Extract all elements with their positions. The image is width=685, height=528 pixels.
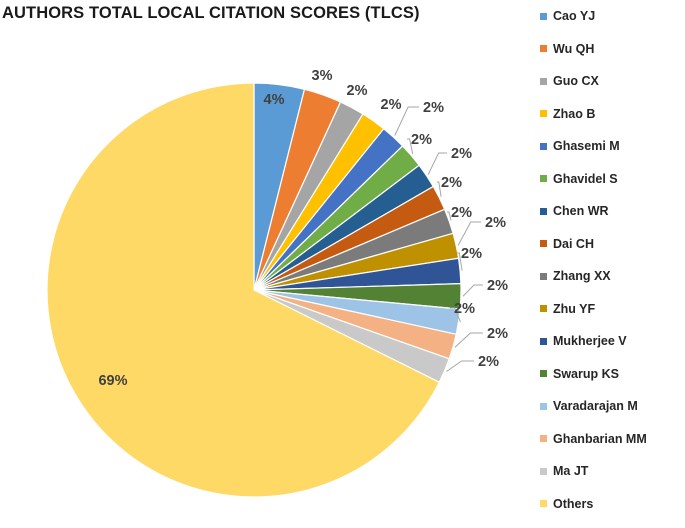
legend-swatch — [540, 370, 547, 377]
legend-label: Varadarajan M — [553, 399, 638, 413]
legend-label: Zhao B — [553, 106, 596, 121]
leader-lines — [394, 106, 483, 372]
data-label-varadarajan-m: 2% — [454, 301, 475, 317]
legend-item: Zhao B — [540, 104, 595, 124]
legend-swatch — [540, 110, 547, 117]
legend-label: Mukherjee V — [553, 334, 627, 348]
legend-item: Ghanbarian MM — [540, 429, 647, 449]
data-label-ghavidel-s: 2% — [411, 132, 432, 148]
legend-item: Zhu YF — [540, 299, 595, 319]
legend-item: Ghavidel S — [540, 169, 618, 189]
legend-item: Zhang XX — [540, 266, 611, 286]
legend-item: Others — [540, 494, 593, 514]
legend-swatch — [540, 77, 547, 85]
leader-line — [462, 284, 483, 297]
legend-swatch — [540, 175, 547, 182]
legend-item: Varadarajan M — [540, 396, 638, 416]
data-label-chen-wr: 2% — [451, 146, 472, 162]
legend-label: Zhu YF — [553, 301, 596, 316]
legend-label: Guo CX — [553, 74, 599, 88]
leader-line — [407, 138, 414, 155]
data-label-zhu-yf: 2% — [485, 215, 506, 231]
data-label-swarup-ks: 2% — [487, 278, 508, 294]
legend-item: Cao YJ — [540, 6, 595, 26]
leader-line — [450, 307, 461, 323]
legend-item: Mukherjee V — [540, 331, 627, 351]
legend-swatch — [540, 45, 547, 52]
legend-swatch — [540, 272, 547, 280]
data-label-ma-jt: 2% — [478, 354, 499, 370]
legend-label: Cao YJ — [553, 9, 596, 23]
leader-line — [457, 221, 481, 246]
legend-swatch — [540, 337, 547, 345]
data-label-ghasemi-m: 2% — [423, 100, 444, 116]
legend-swatch — [540, 402, 547, 410]
data-label-zhao-b: 2% — [381, 97, 402, 113]
legend-item: Guo CX — [540, 71, 599, 91]
legend-swatch — [540, 240, 547, 247]
legend-swatch — [540, 467, 547, 475]
legend-item: Wu QH — [540, 39, 594, 59]
legend-item: Swarup KS — [540, 364, 619, 384]
pie-slices — [46, 82, 462, 498]
legend-item: Ma JT — [540, 461, 588, 481]
leader-line — [447, 211, 452, 221]
legend-label: Ma JT — [553, 464, 589, 478]
legend-label: Chen WR — [553, 204, 609, 218]
pie-chart: 4%3%2%2% 2%2%2%2%2%2%2%2%2%2%2%69% — [46, 68, 508, 498]
leader-line — [427, 152, 447, 175]
legend-swatch — [540, 500, 547, 507]
legend-label: Ghasemi M — [553, 139, 620, 153]
legend-label: Ghanbarian MM — [553, 431, 647, 446]
legend-swatch — [540, 305, 547, 312]
data-label-zhang-xx: 2% — [451, 205, 472, 221]
legend-label: Others — [553, 496, 594, 511]
legend-swatch — [540, 207, 547, 215]
legend-item: Ghasemi M — [540, 136, 620, 156]
legend-swatch — [540, 142, 547, 150]
leader-line — [454, 332, 483, 348]
data-label-mukherjee-v: 2% — [461, 246, 482, 262]
data-label-cao-yj: 4% — [264, 92, 285, 108]
leader-line — [457, 252, 463, 271]
legend-label: Wu QH — [553, 41, 595, 56]
leader-line — [394, 106, 419, 136]
legend-label: Ghavidel S — [553, 171, 618, 186]
data-label-guo-cx: 2% — [347, 83, 368, 99]
data-label-ghanbarian-mm: 2% — [487, 326, 508, 342]
legend-label: Zhang XX — [553, 269, 611, 283]
legend-swatch — [540, 435, 547, 442]
legend-swatch — [540, 12, 547, 20]
legend-item: Chen WR — [540, 201, 609, 221]
pie-slice-others — [46, 82, 441, 498]
data-label-others: 69% — [98, 373, 127, 389]
leader-line — [446, 360, 474, 372]
leader-line — [437, 181, 442, 197]
data-labels: 4%3%2%2% 2%2%2%2%2%2%2%2%2%2%2%69% — [98, 68, 508, 389]
legend-item: Dai CH — [540, 234, 594, 254]
data-label-wu-qh: 3% — [312, 68, 333, 84]
legend-label: Dai CH — [553, 236, 594, 251]
data-label-dai-ch: 2% — [441, 175, 462, 191]
chart-title: AUTHORS TOTAL LOCAL CITATION SCORES (TLC… — [2, 4, 420, 22]
legend-label: Swarup KS — [553, 366, 619, 381]
